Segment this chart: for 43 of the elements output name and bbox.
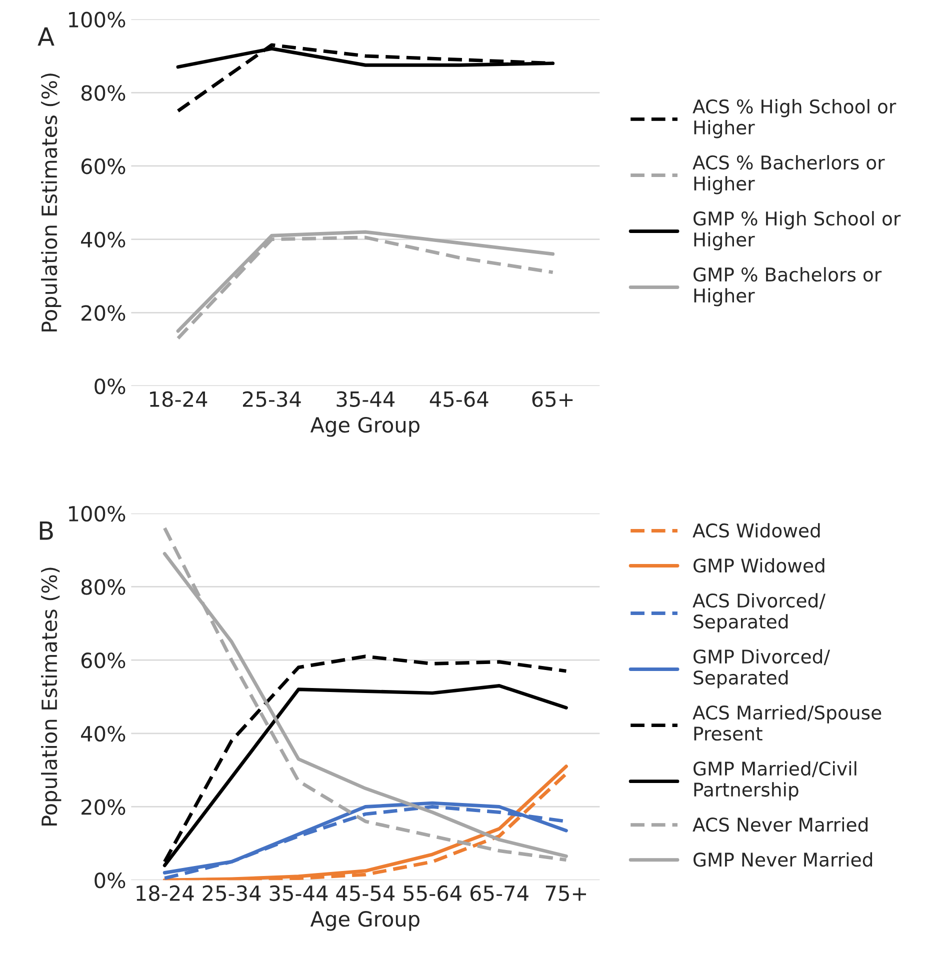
legend-label: GMP Widowed bbox=[694, 558, 824, 573]
y-tick-label: 60% bbox=[81, 652, 126, 668]
x-tick-label: 35-44 bbox=[270, 885, 328, 902]
legend-label: ACS Divorced/ Separated bbox=[692, 593, 826, 632]
legend-label: ACS Married/Spouse Present bbox=[692, 705, 882, 741]
x-tick-label: 65+ bbox=[532, 391, 573, 407]
y-tick-label: 20% bbox=[82, 305, 126, 321]
y-tick-label: 80% bbox=[81, 579, 126, 595]
legend-label: ACS % Bacherlors or Higher bbox=[692, 155, 885, 194]
x-tick-label: 75+ bbox=[546, 886, 586, 902]
x-tick-label: 35-44 bbox=[336, 391, 395, 407]
legend-label: GMP % High School or Higher bbox=[694, 211, 901, 250]
x-tick-label: 55-64 bbox=[404, 885, 462, 902]
y-tick-label: 60% bbox=[81, 158, 126, 174]
y-tick-label: 0% bbox=[94, 378, 126, 394]
y-tick-label: 20% bbox=[82, 799, 126, 815]
x-tick-label: 45-54 bbox=[336, 886, 395, 902]
legend-label: GMP Divorced/ Separated bbox=[694, 649, 830, 688]
x-tick-label: 65-74 bbox=[470, 885, 528, 902]
legend-label: ACS Never Married bbox=[692, 817, 868, 832]
text: A bbox=[38, 27, 54, 46]
y-tick-label: 40% bbox=[81, 232, 126, 248]
x-tick-label: 18-24 bbox=[136, 885, 194, 902]
y-axis-title: Population Estimates (%) bbox=[41, 568, 62, 826]
x-axis-title: Age Group bbox=[310, 911, 420, 931]
legend-label: GMP Married/Civil Partnership bbox=[694, 761, 856, 800]
text: B bbox=[40, 521, 53, 540]
x-tick-label: 45-64 bbox=[430, 391, 488, 407]
legend-label: ACS % High School or Higher bbox=[692, 99, 896, 138]
x-tick-label: 25-34 bbox=[202, 885, 261, 902]
legend-label: GMP % Bachelors or Higher bbox=[694, 267, 882, 306]
y-tick-label: 80% bbox=[81, 85, 126, 101]
legend-label: ACS Widowed bbox=[692, 523, 820, 538]
y-tick-label: 40% bbox=[81, 726, 126, 742]
x-tick-label: 25-34 bbox=[242, 391, 301, 407]
y-tick-label: 0% bbox=[94, 872, 126, 888]
x-tick-label: 18-24 bbox=[150, 391, 208, 407]
legend-label: GMP Never Married bbox=[694, 852, 872, 867]
y-axis-title: Population Estimates (%) bbox=[41, 74, 62, 332]
y-tick-label: 100% bbox=[69, 12, 126, 28]
y-tick-label: 100% bbox=[69, 506, 126, 522]
x-axis-title: Age Group bbox=[310, 416, 420, 437]
line-series bbox=[162, 654, 568, 864]
